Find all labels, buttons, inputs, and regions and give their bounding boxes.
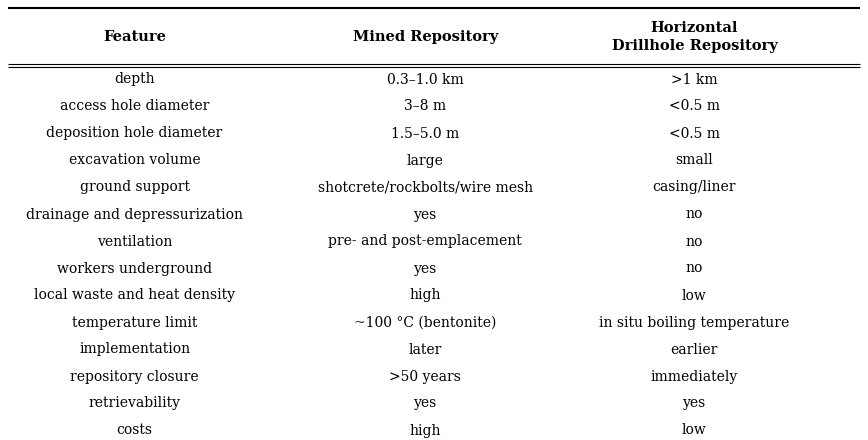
Text: large: large	[407, 154, 444, 168]
Text: 3–8 m: 3–8 m	[404, 99, 446, 114]
Text: high: high	[410, 423, 441, 437]
Text: >50 years: >50 years	[390, 370, 461, 384]
Text: ground support: ground support	[80, 180, 189, 194]
Text: later: later	[409, 342, 442, 356]
Text: costs: costs	[116, 423, 153, 437]
Text: ventilation: ventilation	[97, 235, 172, 249]
Text: local waste and heat density: local waste and heat density	[34, 289, 235, 302]
Text: no: no	[686, 208, 703, 221]
Text: access hole diameter: access hole diameter	[60, 99, 209, 114]
Text: Feature: Feature	[103, 30, 166, 44]
Text: yes: yes	[414, 396, 437, 411]
Text: temperature limit: temperature limit	[72, 315, 197, 330]
Text: pre- and post-emplacement: pre- and post-emplacement	[328, 235, 523, 249]
Text: Mined Repository: Mined Repository	[352, 30, 498, 44]
Text: <0.5 m: <0.5 m	[669, 126, 720, 140]
Text: repository closure: repository closure	[70, 370, 199, 384]
Text: implementation: implementation	[79, 342, 190, 356]
Text: no: no	[686, 261, 703, 275]
Text: <0.5 m: <0.5 m	[669, 99, 720, 114]
Text: >1 km: >1 km	[671, 73, 718, 87]
Text: depth: depth	[115, 73, 155, 87]
Text: in situ boiling temperature: in situ boiling temperature	[599, 315, 790, 330]
Text: casing/liner: casing/liner	[653, 180, 736, 194]
Text: earlier: earlier	[671, 342, 718, 356]
Text: ~100 °C (bentonite): ~100 °C (bentonite)	[354, 315, 496, 330]
Text: high: high	[410, 289, 441, 302]
Text: Horizontal
Drillhole Repository: Horizontal Drillhole Repository	[612, 22, 777, 53]
Text: yes: yes	[414, 261, 437, 275]
Text: yes: yes	[414, 208, 437, 221]
Text: low: low	[682, 423, 707, 437]
Text: drainage and depressurization: drainage and depressurization	[26, 208, 243, 221]
Text: no: no	[686, 235, 703, 249]
Text: low: low	[682, 289, 707, 302]
Text: retrievability: retrievability	[89, 396, 181, 411]
Text: 0.3–1.0 km: 0.3–1.0 km	[387, 73, 464, 87]
Text: deposition hole diameter: deposition hole diameter	[46, 126, 223, 140]
Text: immediately: immediately	[651, 370, 738, 384]
Text: 1.5–5.0 m: 1.5–5.0 m	[391, 126, 459, 140]
Text: yes: yes	[683, 396, 706, 411]
Text: small: small	[675, 154, 713, 168]
Text: workers underground: workers underground	[57, 261, 212, 275]
Text: shotcrete/rockbolts/wire mesh: shotcrete/rockbolts/wire mesh	[318, 180, 533, 194]
Text: excavation volume: excavation volume	[69, 154, 201, 168]
